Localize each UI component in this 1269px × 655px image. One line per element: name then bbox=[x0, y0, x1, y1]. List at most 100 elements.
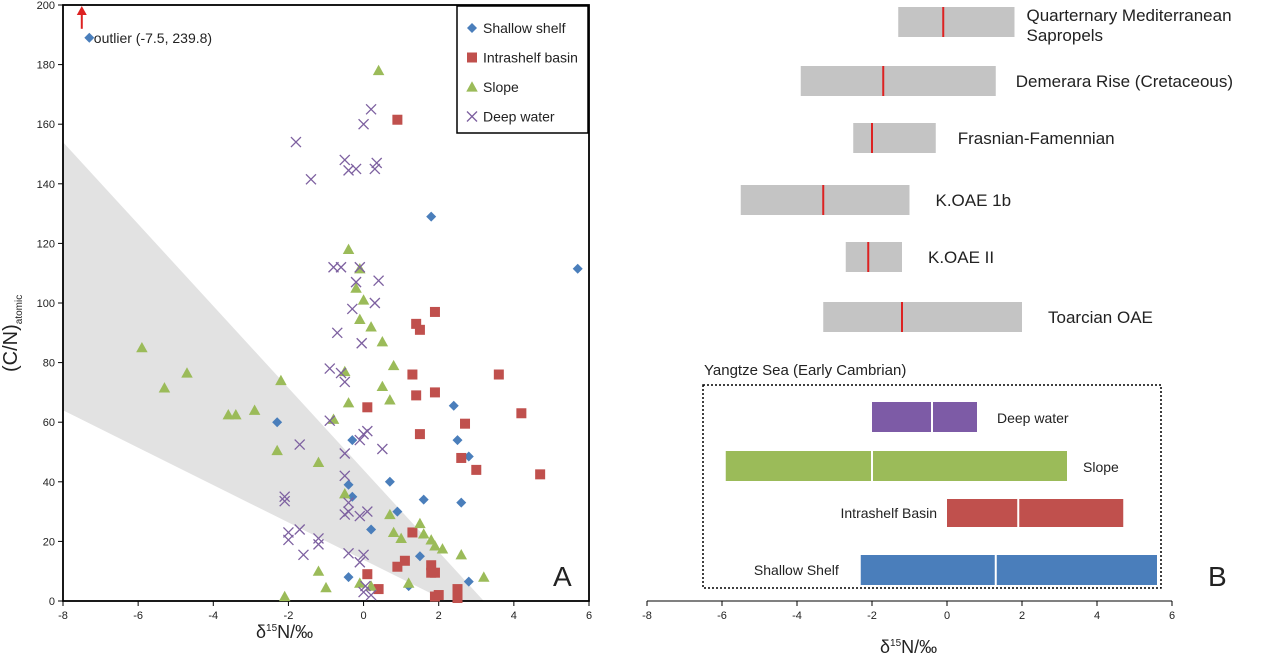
marker-stroke bbox=[354, 556, 366, 568]
point-deep-water bbox=[335, 367, 347, 379]
series-deep-water bbox=[279, 103, 388, 601]
series-shallow-shelf bbox=[84, 32, 583, 592]
point-slope bbox=[376, 380, 389, 392]
marker-stroke bbox=[361, 506, 373, 518]
panel-b: Yangtze Sea (Early Cambrian) Quarternary… bbox=[642, 6, 1233, 655]
outlier-annotation: outlier (-7.5, 239.8) bbox=[76, 6, 212, 46]
point-slope bbox=[384, 508, 396, 520]
x-tick-label: -4 bbox=[208, 610, 218, 622]
shaded-band bbox=[63, 142, 484, 601]
point-intrashelf-basin bbox=[373, 584, 384, 595]
x-tick-label: 4 bbox=[1094, 610, 1100, 622]
panel-b-letter: B bbox=[1208, 561, 1227, 592]
point-slope bbox=[278, 590, 291, 602]
panel-a: -8 -6 -4 -2 0 2 4 6020406080100120140160180200 … bbox=[0, 0, 592, 642]
marker-stroke bbox=[371, 157, 383, 169]
marker-stroke bbox=[361, 425, 373, 437]
x-tick-label: 0 bbox=[944, 610, 950, 622]
point-slope bbox=[320, 581, 332, 593]
marker-stroke bbox=[365, 589, 377, 601]
point-deep-water bbox=[339, 448, 351, 459]
marker-stroke bbox=[369, 163, 381, 175]
point-deep-water bbox=[358, 118, 370, 130]
point-deep-water bbox=[339, 509, 351, 521]
point-slope bbox=[357, 294, 370, 305]
marker-stroke bbox=[294, 439, 306, 451]
point-deep-water bbox=[343, 547, 355, 559]
panel-a-y-axis-label: (C/N)atomic bbox=[0, 295, 25, 372]
marker-stroke bbox=[324, 415, 336, 427]
outlier-arrowhead bbox=[76, 6, 87, 15]
point-slope bbox=[248, 404, 261, 415]
range-deep-water: Deep water bbox=[872, 402, 1069, 432]
marker-stroke bbox=[358, 586, 370, 598]
y-tick-label: 100 bbox=[37, 298, 55, 310]
marker-stroke bbox=[358, 118, 370, 130]
point-deep-water bbox=[339, 154, 351, 166]
point-deep-water bbox=[343, 164, 355, 176]
point-deep-water bbox=[343, 497, 355, 509]
range-label: Quarternary Mediterranean Sapropels bbox=[1027, 6, 1232, 45]
point-deep-water bbox=[371, 157, 383, 169]
point-shallow-shelf bbox=[392, 506, 403, 517]
point-slope bbox=[417, 528, 430, 539]
point-deep-water bbox=[339, 376, 351, 388]
marker-stroke bbox=[339, 376, 351, 388]
point-deep-water bbox=[350, 276, 362, 288]
point-shallow-shelf bbox=[448, 400, 459, 411]
marker-stroke bbox=[354, 510, 366, 522]
point-intrashelf-basin bbox=[414, 429, 425, 440]
range-intrashelf-basin: Intrashelf Basin bbox=[841, 499, 1124, 527]
point-slope bbox=[342, 243, 355, 254]
point-shallow-shelf bbox=[414, 551, 425, 562]
range-label: K.OAE 1b bbox=[936, 191, 1012, 210]
point-slope bbox=[455, 549, 468, 560]
legend-label: Intrashelf basin bbox=[483, 50, 578, 66]
point-deep-water bbox=[354, 556, 366, 568]
legend-marker bbox=[467, 52, 477, 63]
legend-marker bbox=[466, 81, 478, 92]
point-deep-water bbox=[324, 415, 336, 427]
point-intrashelf-basin bbox=[535, 469, 546, 480]
point-intrashelf-basin bbox=[362, 402, 373, 413]
x-tick-label: 0 bbox=[361, 610, 367, 622]
marker-stroke bbox=[350, 276, 362, 288]
range-label: K.OAE II bbox=[928, 248, 994, 267]
y-tick-label: 40 bbox=[43, 477, 55, 489]
outlier-label: outlier (-7.5, 239.8) bbox=[94, 30, 212, 46]
range-bar bbox=[740, 185, 910, 215]
point-intrashelf-basin bbox=[516, 408, 527, 419]
point-shallow-shelf bbox=[384, 476, 395, 487]
point-shallow-shelf bbox=[347, 435, 358, 446]
marker-stroke bbox=[343, 164, 355, 176]
range-bar bbox=[947, 499, 1124, 527]
point-slope bbox=[312, 456, 325, 468]
point-deep-water bbox=[346, 303, 358, 315]
marker-stroke bbox=[358, 549, 370, 561]
marker-stroke bbox=[324, 363, 336, 375]
point-slope bbox=[136, 341, 148, 353]
panel-a-x-axis-label: δ15N/‰ bbox=[256, 622, 313, 642]
point-deep-water bbox=[279, 491, 291, 503]
legend-item-shallow-shelf: Shallow shelf bbox=[467, 20, 566, 36]
point-intrashelf-basin bbox=[407, 369, 418, 380]
point-shallow-shelf bbox=[572, 263, 583, 274]
y-tick-label: 180 bbox=[37, 60, 55, 72]
marker-stroke bbox=[279, 495, 291, 507]
x-tick-label: -8 bbox=[642, 610, 652, 622]
point-slope bbox=[181, 367, 193, 378]
point-deep-water bbox=[350, 163, 362, 175]
point-slope bbox=[354, 313, 366, 324]
marker-stroke bbox=[354, 261, 366, 273]
series-intrashelf-basin bbox=[362, 114, 546, 604]
x-tick-label: 6 bbox=[586, 610, 592, 622]
point-slope bbox=[342, 397, 355, 408]
point-slope bbox=[436, 543, 449, 554]
point-slope bbox=[365, 321, 377, 332]
point-intrashelf-basin bbox=[411, 318, 422, 329]
point-intrashelf-basin bbox=[392, 114, 403, 125]
point-shallow-shelf bbox=[418, 494, 429, 505]
legend-box bbox=[456, 5, 589, 134]
range-label: Toarcian OAE bbox=[1048, 308, 1153, 327]
range-bar bbox=[853, 123, 936, 153]
